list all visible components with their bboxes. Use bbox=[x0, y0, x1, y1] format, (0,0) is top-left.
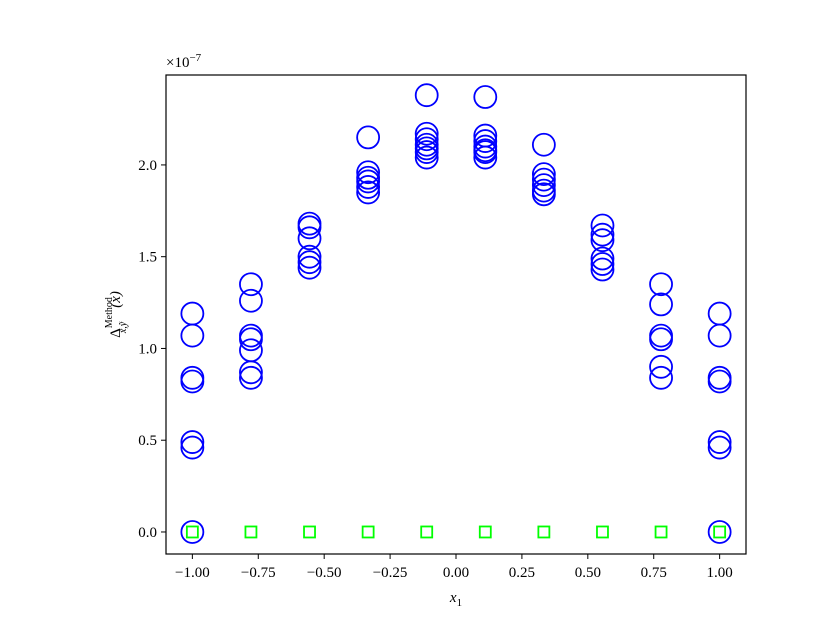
square-marker bbox=[361, 525, 375, 539]
square-marker bbox=[478, 525, 492, 539]
offset-text: ×10−7 bbox=[166, 52, 202, 71]
circle-marker bbox=[239, 288, 263, 313]
circle-marker bbox=[356, 180, 381, 205]
y-tick-label: 0.0 bbox=[138, 525, 157, 541]
circle-marker bbox=[531, 132, 556, 157]
x-tick-label: 0.75 bbox=[641, 565, 667, 581]
circle-marker bbox=[180, 520, 205, 544]
square-marker bbox=[596, 525, 609, 539]
circle-marker bbox=[590, 213, 615, 238]
square-marker bbox=[303, 525, 316, 539]
y-label-base: Δ bbox=[108, 328, 124, 338]
circle-marker bbox=[707, 435, 732, 460]
square-marker bbox=[185, 525, 199, 539]
circle-marker bbox=[649, 327, 673, 352]
circle-marker bbox=[414, 127, 439, 152]
circle-marker bbox=[297, 244, 322, 269]
x-tick-label: −0.50 bbox=[307, 565, 342, 581]
circle-marker bbox=[297, 255, 322, 280]
circle-marker bbox=[356, 169, 381, 194]
circle-marker bbox=[531, 182, 556, 207]
y-tick-label: 0.5 bbox=[138, 433, 157, 449]
circle-marker bbox=[473, 129, 498, 153]
y-tick-label: 1.0 bbox=[138, 341, 157, 357]
circle-marker bbox=[531, 173, 556, 198]
circle-marker bbox=[180, 430, 205, 454]
y-label-sup: Method bbox=[104, 297, 115, 328]
circle-marker bbox=[297, 226, 322, 251]
circle-marker bbox=[649, 292, 673, 317]
circle-marker bbox=[239, 327, 263, 352]
circle-marker bbox=[239, 272, 263, 297]
circle-marker bbox=[239, 360, 263, 385]
circle-marker bbox=[590, 222, 615, 247]
y-label-sub: x̃,ỹ bbox=[118, 321, 129, 334]
x-tick-label: −1.00 bbox=[175, 565, 210, 581]
x-label-base: x bbox=[449, 590, 457, 606]
circle-marker bbox=[590, 257, 615, 282]
offset-base: ×10 bbox=[166, 55, 189, 71]
circle-marker bbox=[297, 250, 322, 275]
circle-marker bbox=[356, 160, 381, 185]
circle-marker bbox=[356, 125, 381, 150]
offset-exponent: −7 bbox=[189, 52, 201, 64]
circle-marker bbox=[297, 215, 322, 240]
y-tick-label: 1.5 bbox=[138, 250, 157, 266]
y-tick-label: 2.0 bbox=[138, 158, 157, 174]
x-tick-label: −0.75 bbox=[241, 565, 276, 581]
circle-marker bbox=[180, 323, 205, 348]
circle-marker bbox=[707, 520, 732, 544]
circle-marker bbox=[707, 369, 732, 394]
circle-marker bbox=[531, 167, 556, 192]
circle-marker bbox=[707, 323, 732, 348]
circle-marker bbox=[239, 365, 263, 390]
circle-marker bbox=[414, 140, 439, 164]
x-label-sub: 1 bbox=[457, 597, 463, 609]
plot-frame bbox=[165, 74, 747, 555]
circle-marker bbox=[414, 145, 439, 170]
circle-marker bbox=[707, 430, 732, 454]
circle-marker bbox=[473, 145, 498, 170]
circle-marker bbox=[590, 228, 615, 253]
y-axis-label: ΔMethod x̃,ỹ (x) bbox=[104, 291, 129, 338]
circle-marker bbox=[356, 175, 381, 199]
circle-marker bbox=[414, 83, 439, 108]
circle-marker bbox=[590, 246, 615, 271]
circle-marker bbox=[473, 140, 498, 164]
square-marker bbox=[244, 525, 258, 539]
circle-marker bbox=[590, 252, 615, 276]
square-marker bbox=[537, 525, 551, 539]
x-tick-label: 0.00 bbox=[443, 565, 469, 581]
square-marker bbox=[420, 525, 434, 539]
x-tick-label: 0.50 bbox=[575, 565, 601, 581]
circle-marker bbox=[649, 354, 673, 379]
circle-marker bbox=[649, 365, 673, 390]
square-marker bbox=[654, 525, 668, 539]
circle-marker bbox=[649, 272, 673, 297]
circle-marker bbox=[180, 369, 205, 394]
y-label-arg: (x) bbox=[108, 291, 124, 308]
x-tick-label: −0.25 bbox=[373, 565, 408, 581]
circle-marker bbox=[473, 85, 498, 109]
circle-marker bbox=[414, 121, 439, 146]
circle-marker bbox=[531, 162, 556, 187]
x-tick-label: 1.00 bbox=[707, 565, 733, 581]
x-tick-label: 0.25 bbox=[509, 565, 535, 581]
square-marker bbox=[713, 525, 727, 539]
circle-marker bbox=[180, 435, 205, 460]
x-axis-label: x1 bbox=[449, 590, 462, 609]
